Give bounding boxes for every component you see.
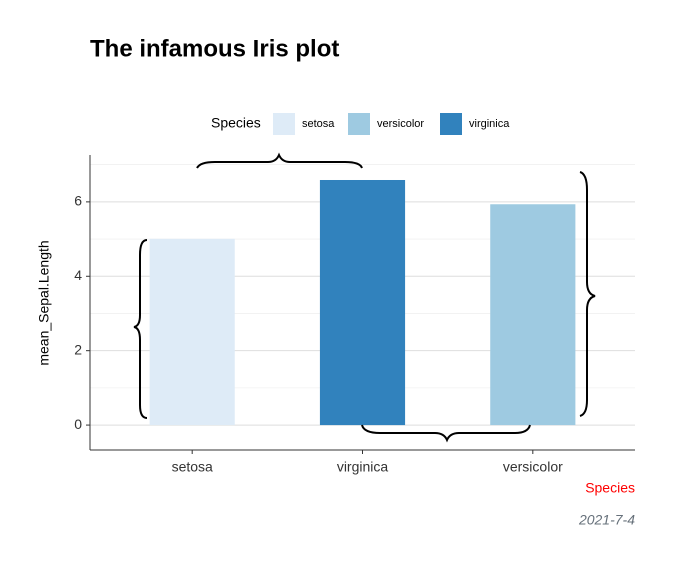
- y-tick-label: 4: [74, 267, 82, 283]
- brace: [579, 171, 596, 417]
- legend-label: setosa: [302, 118, 335, 130]
- x-tick-label: virginica: [337, 459, 389, 475]
- x-tick-label: versicolor: [503, 459, 563, 475]
- brace: [361, 424, 531, 443]
- legend-label: versicolor: [377, 118, 424, 130]
- brace: [196, 152, 363, 169]
- legend-swatch: [348, 113, 370, 135]
- legend-label: virginica: [469, 118, 510, 130]
- bar: [149, 238, 235, 426]
- legend-swatch: [440, 113, 462, 135]
- bar: [319, 179, 406, 426]
- legend-swatch: [273, 113, 295, 135]
- bars: [149, 179, 576, 426]
- y-tick-label: 2: [74, 341, 82, 357]
- caption: 2021-7-4: [578, 512, 635, 528]
- chart-title: The infamous Iris plot: [90, 35, 339, 62]
- x-tick-label: setosa: [172, 459, 213, 475]
- y-tick-label: 0: [74, 416, 82, 432]
- bar: [490, 204, 576, 426]
- brace: [133, 239, 148, 419]
- x-axis-label: Species: [585, 480, 635, 496]
- y-tick-label: 6: [74, 193, 82, 209]
- legend-title: Species: [211, 115, 261, 131]
- y-axis-label: mean_Sepal.Length: [36, 240, 52, 365]
